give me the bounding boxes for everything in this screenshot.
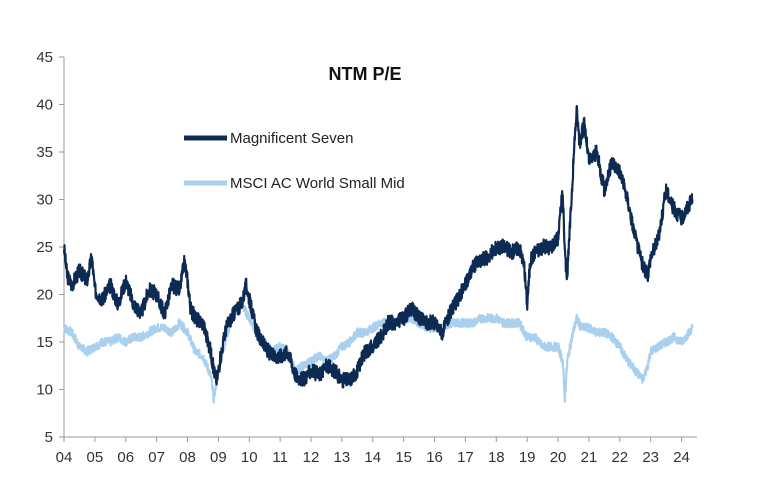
series-line-msci-ac-world-small-mid <box>63 300 694 404</box>
x-tick-label: 09 <box>210 449 227 466</box>
x-tick-label: 22 <box>611 449 628 466</box>
x-tick-label: 10 <box>241 449 258 466</box>
series-line-magnificent-seven <box>62 105 694 389</box>
x-tick-label: 05 <box>87 449 104 466</box>
x-tick-label: 08 <box>179 449 196 466</box>
x-tick-label: 21 <box>581 449 598 466</box>
legend-label-msci: MSCI AC World Small Mid <box>230 175 405 192</box>
x-tick-label: 23 <box>642 449 659 466</box>
legend-label-magnificent-seven: Magnificent Seven <box>230 130 353 147</box>
x-tick-label: 11 <box>272 449 288 466</box>
chart-axes <box>63 57 697 438</box>
x-tick-label: 18 <box>488 449 505 466</box>
y-tick-label: 45 <box>36 49 53 66</box>
x-tick-label: 12 <box>303 449 320 466</box>
y-axis-ticks: 5 10 15 20 25 30 35 40 45 <box>36 49 64 446</box>
y-tick-label: 10 <box>36 382 53 399</box>
y-tick-label: 40 <box>36 97 53 114</box>
y-tick-label: 15 <box>36 334 53 351</box>
x-tick-label: 13 <box>334 449 351 466</box>
x-tick-label: 14 <box>364 449 381 466</box>
x-tick-label: 19 <box>519 449 536 466</box>
y-tick-label: 20 <box>36 287 53 304</box>
x-tick-label: 06 <box>117 449 134 466</box>
plot-area <box>62 105 694 404</box>
y-tick-label: 25 <box>36 239 53 256</box>
chart-legend: Magnificent Seven MSCI AC World Small Mi… <box>184 130 405 192</box>
chart-title: NTM P/E <box>328 64 401 84</box>
x-tick-label: 20 <box>550 449 567 466</box>
x-tick-label: 04 <box>56 449 73 466</box>
y-tick-label: 30 <box>36 192 53 209</box>
x-axis-ticks: 04 05 06 07 08 09 10 11 12 13 14 15 16 17 18 19 20 21 22 23… <box>56 437 690 466</box>
y-tick-label: 35 <box>36 144 53 161</box>
x-tick-label: 24 <box>673 449 690 466</box>
y-tick-label: 5 <box>45 429 53 446</box>
x-tick-label: 15 <box>395 449 412 466</box>
x-tick-label: 16 <box>426 449 443 466</box>
x-tick-label: 17 <box>457 449 474 466</box>
x-tick-label: 07 <box>148 449 165 466</box>
